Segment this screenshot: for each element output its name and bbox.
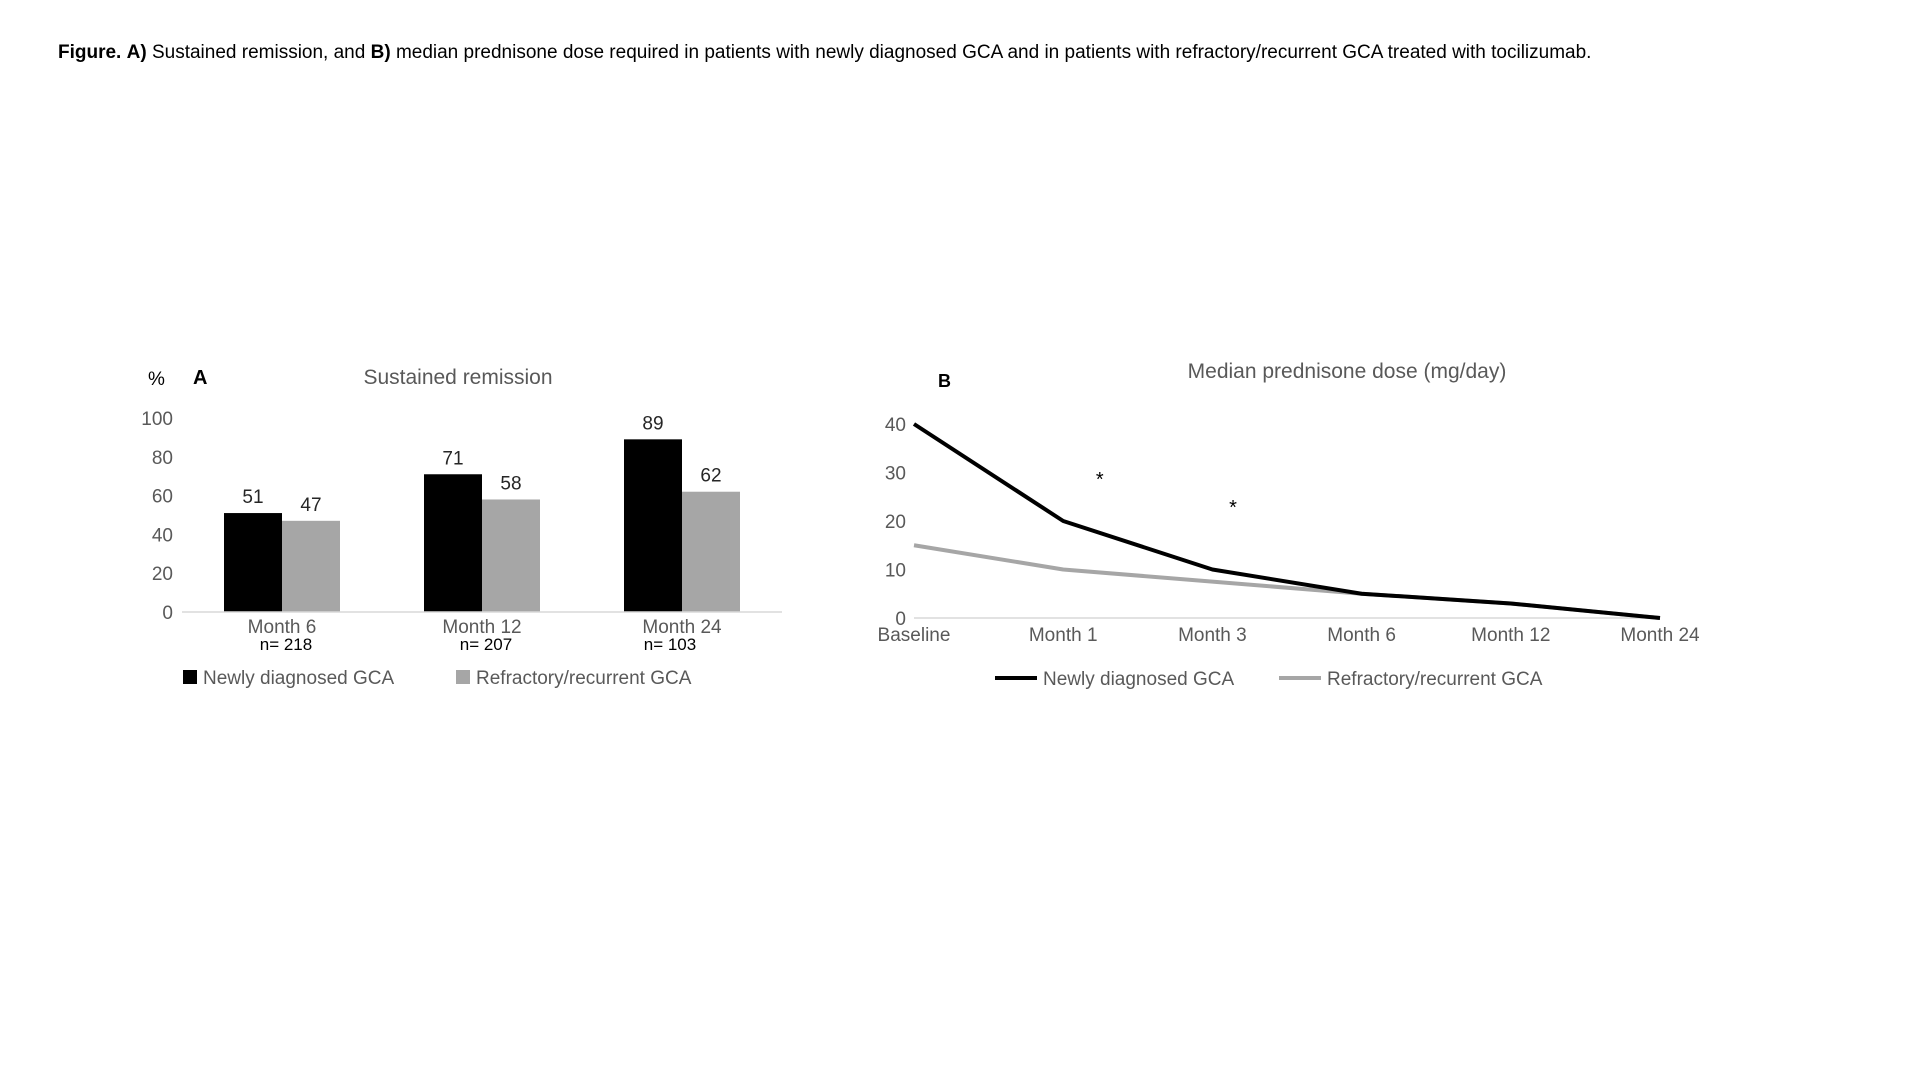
caption-a-label: A): [126, 42, 147, 63]
chart-b-annotation-1: *: [1229, 497, 1237, 519]
chart-a-y-tick-0: 0: [162, 603, 173, 624]
chart-a-legend-label-0: Newly diagnosed GCA: [203, 668, 394, 689]
chart-a-data-label-2-0: 89: [642, 413, 663, 434]
chart-a-data-label-0-1: 47: [300, 495, 321, 516]
chart-a-legend-swatch-0: [183, 670, 197, 684]
chart-a-title: Sustained remission: [363, 366, 552, 389]
chart-a-data-label-1-0: 71: [442, 448, 463, 469]
chart-b-x-tick-4: Month 12: [1471, 625, 1550, 646]
chart-a-sample-size-2: n= 103: [644, 635, 696, 654]
panel-a-bar-chart: Sustained remission A% 0 20 40 60 80 100 51 47 Mon…: [141, 366, 782, 689]
chart-a-y-unit: %: [148, 369, 165, 390]
caption-part-a: Sustained remission, and: [151, 42, 366, 63]
chart-a-data-label-1-1: 58: [500, 473, 521, 494]
chart-a-legend-swatch-1: [456, 670, 470, 684]
chart-a-sample-size-0: n= 218: [260, 635, 312, 654]
chart-b-y-tick-0: 0: [895, 609, 906, 630]
chart-a-y-tick-2: 40: [152, 525, 173, 546]
chart-b-y-tick-4: 40: [885, 415, 906, 436]
chart-b-x-tick-2: Month 3: [1178, 625, 1247, 646]
chart-a-bar-0-0: [224, 513, 282, 612]
chart-b-x-tick-3: Month 6: [1327, 625, 1396, 646]
chart-a-bar-1-1: [482, 499, 540, 612]
chart-a-x-tick-2: Month 24: [642, 617, 722, 638]
chart-a-bar-2-0: [624, 439, 682, 612]
chart-a-panel-label: A: [193, 367, 207, 389]
chart-a-y-tick-5: 100: [141, 409, 173, 430]
chart-b-legend-label-0: Newly diagnosed GCA: [1043, 669, 1234, 690]
caption-figure-label: Figure.: [58, 42, 122, 63]
chart-a-y-tick-4: 80: [152, 448, 173, 469]
panel-b-line-chart: Median prednisone dose (mg/day) B 0 10 20 30 4…: [878, 360, 1700, 690]
chart-b-panel-label: B: [938, 371, 951, 391]
chart-a-y-tick-3: 60: [152, 487, 173, 508]
caption-b-label: B): [370, 42, 391, 63]
chart-a-sample-size-1: n= 207: [460, 635, 512, 654]
chart-b-y-tick-2: 20: [885, 512, 906, 533]
chart-b-x-tick-5: Month 24: [1620, 625, 1700, 646]
chart-a-data-label-2-1: 62: [700, 466, 721, 487]
caption-part-b: median prednisone dose required in patie…: [395, 42, 1592, 63]
chart-a-bar-1-0: [424, 474, 482, 612]
chart-a-y-tick-1: 20: [152, 564, 173, 585]
chart-b-x-tick-1: Month 1: [1029, 625, 1098, 646]
chart-b-title: Median prednisone dose (mg/day): [1188, 360, 1507, 383]
figure-caption: Figure. A) Sustained remission, and B) m…: [58, 38, 1758, 68]
chart-a-data-label-0-0: 51: [242, 487, 263, 508]
chart-a-bar-0-1: [282, 520, 340, 612]
chart-b-annotation-0: *: [1096, 469, 1104, 491]
chart-b-x-tick-0: Baseline: [878, 625, 951, 646]
chart-a-x-tick-0: Month 6: [248, 617, 317, 638]
chart-a-bar-2-1: [682, 491, 740, 612]
chart-b-y-tick-1: 10: [885, 561, 906, 582]
chart-b-y-tick-3: 30: [885, 464, 906, 485]
chart-b-legend-label-1: Refractory/recurrent GCA: [1327, 669, 1543, 690]
chart-a-legend-label-1: Refractory/recurrent GCA: [476, 668, 692, 689]
chart-a-x-tick-1: Month 12: [442, 617, 521, 638]
chart-b-series-line-0: [912, 422, 1661, 620]
